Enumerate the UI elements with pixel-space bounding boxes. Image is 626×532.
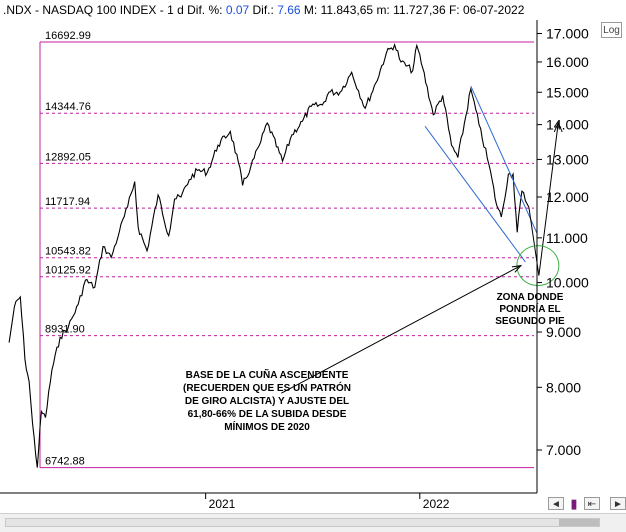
fib-level-label: 16692.99 bbox=[45, 30, 91, 42]
wedge-annotation-line: BASE DE LA CUÑA ASCENDENTE bbox=[186, 368, 349, 381]
x-tick-label: 2021 bbox=[209, 497, 236, 511]
y-tick-label: 14.000 bbox=[546, 117, 589, 133]
date-label: F: bbox=[448, 3, 460, 17]
fib-level-label: 6742.88 bbox=[45, 456, 85, 468]
dif-pct-label: Dif. %: bbox=[187, 3, 223, 17]
sep: - bbox=[35, 3, 43, 17]
y-axis: 17.000 16.000 15.000 14.000 13.000 12.000 11.0… bbox=[536, 20, 589, 493]
y-tick-label: 15.000 bbox=[546, 84, 589, 100]
fibonacci-levels: 16692.99 14344.76 12892.05 11717.94 10543.82… bbox=[39, 30, 534, 469]
symbol: .NDX bbox=[3, 3, 32, 17]
index-name: NASDAQ 100 INDEX bbox=[42, 3, 157, 17]
y-tick-label: 17.000 bbox=[546, 26, 589, 42]
price-series bbox=[8, 42, 530, 468]
sep: - bbox=[159, 3, 168, 17]
wedge-annotation-line: MÍNIMOS DE 2020 bbox=[224, 420, 310, 433]
dif-label: Dif.: bbox=[252, 3, 274, 17]
y-tick-label: 12.000 bbox=[546, 189, 589, 205]
fib-level-label: 12892.05 bbox=[45, 151, 91, 163]
y-tick-label: 10.000 bbox=[546, 275, 589, 291]
x-tick-label: 2022 bbox=[423, 497, 450, 511]
save-icon[interactable]: ▮ bbox=[570, 496, 578, 511]
zone-annotation-line: SEGUNDO PIE bbox=[495, 316, 565, 327]
wedge-annotation-line: 61,80-66% DE LA SUBIDA DESDE bbox=[188, 409, 347, 420]
fib-level-label: 10125.92 bbox=[45, 265, 91, 277]
arrowhead-icon bbox=[511, 264, 523, 273]
fib-level-label: 10543.82 bbox=[45, 246, 91, 258]
zone-annotation-line: PONDRÍA EL bbox=[499, 302, 560, 315]
projection-up-line bbox=[538, 122, 559, 276]
dif-pct-value: 0.07 bbox=[225, 3, 250, 17]
scroll-right-button[interactable]: ► bbox=[610, 497, 626, 510]
timeframe: 1 d bbox=[167, 3, 184, 17]
y-tick-label: 13.000 bbox=[546, 151, 589, 167]
y-tick-label: 11.000 bbox=[546, 230, 588, 246]
wedge-annotation-line: DE GIRO ALCISTA) Y AJUSTE DEL bbox=[185, 396, 349, 407]
chart-title-bar: .NDX - NASDAQ 100 INDEX - 1 d Dif. %: 0.… bbox=[0, 0, 603, 20]
min-value: 11.727,36 bbox=[393, 3, 446, 17]
max-label: M: bbox=[303, 3, 318, 17]
go-to-end-icon[interactable]: ⇤ bbox=[584, 497, 600, 510]
min-label: m: bbox=[376, 3, 390, 17]
wedge-annotation-line: (RECUERDEN QUE ES UN PATRÓN bbox=[183, 381, 351, 394]
channel-upper-line bbox=[470, 85, 538, 234]
y-tick-label: 7.000 bbox=[546, 442, 581, 458]
fib-level-label: 11717.94 bbox=[45, 196, 90, 208]
log-scale-button[interactable]: Log bbox=[601, 22, 622, 38]
x-axis: 2021 2022 bbox=[0, 492, 537, 511]
zone-annotation-line: ZONA DONDE bbox=[497, 292, 564, 303]
date-value: 06-07-2022 bbox=[462, 3, 525, 17]
channel-lower-line bbox=[424, 126, 526, 263]
y-tick-label: 8.000 bbox=[546, 379, 581, 395]
drawings-layer bbox=[281, 85, 563, 394]
dif-value: 7.66 bbox=[277, 3, 301, 17]
y-tick-label: 9.000 bbox=[546, 324, 581, 340]
bottom-scrollbar-area bbox=[0, 513, 626, 532]
horizontal-scrollbar[interactable] bbox=[5, 518, 600, 527]
target-zone-circle bbox=[516, 245, 560, 287]
scrollbar-thumb[interactable] bbox=[559, 519, 599, 526]
max-value: 11.843,65 bbox=[320, 3, 374, 17]
price-line bbox=[8, 42, 530, 468]
fib-level-label: 8931.90 bbox=[45, 324, 85, 336]
fib-level-label: 14344.76 bbox=[45, 101, 91, 113]
y-tick-label: 16.000 bbox=[546, 54, 589, 70]
annotation-arrow-line bbox=[281, 265, 522, 394]
scroll-left-button[interactable]: ◄ bbox=[548, 497, 564, 510]
arrowhead-up-icon bbox=[553, 121, 563, 133]
